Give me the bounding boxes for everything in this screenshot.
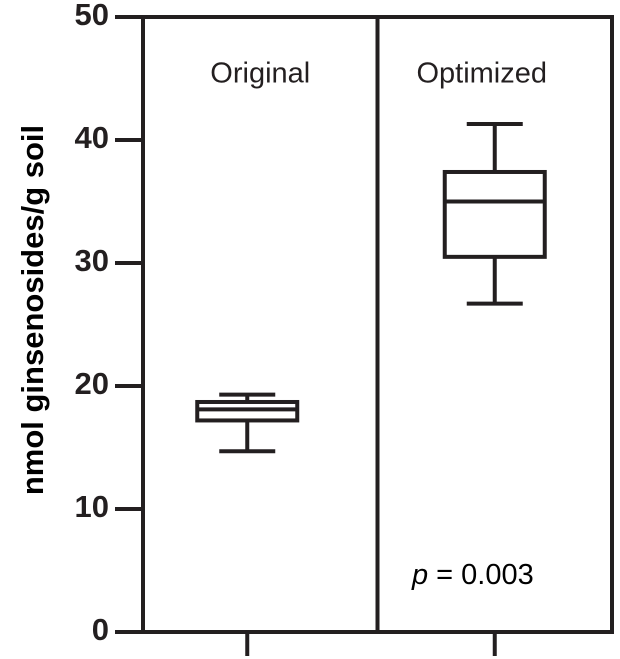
- y-tick-label: 20: [75, 366, 109, 401]
- annotation: p = 0.003: [411, 559, 534, 591]
- category-label: Original: [210, 58, 310, 90]
- y-tick-label: 40: [75, 120, 109, 155]
- y-axis-title: nmol ginsenosides/g soil: [15, 125, 50, 495]
- annotation-text: = 0.003: [436, 559, 534, 591]
- y-tick-label: 0: [92, 612, 109, 647]
- annotation-symbol: p: [411, 559, 428, 591]
- y-tick-label: 30: [75, 243, 109, 278]
- y-tick-label: 50: [75, 0, 109, 32]
- box: [442, 169, 547, 259]
- category-label: Optimized: [416, 58, 547, 90]
- y-tick-label: 10: [75, 489, 109, 524]
